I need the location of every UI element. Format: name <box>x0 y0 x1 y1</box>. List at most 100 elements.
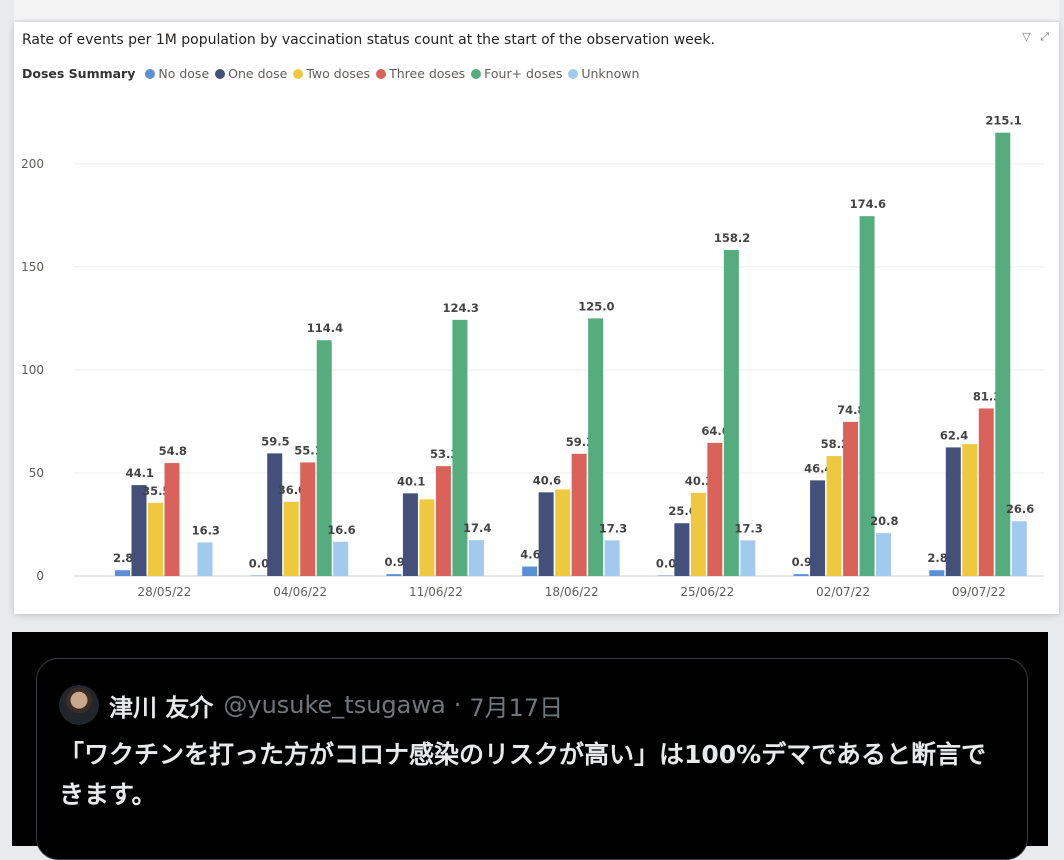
bar <box>435 466 451 576</box>
bar <box>571 453 587 576</box>
legend-label: Three doses <box>389 66 466 81</box>
bar <box>522 566 538 576</box>
bar <box>707 442 723 576</box>
bar <box>300 462 316 576</box>
x-tick-label: 25/06/22 <box>680 585 734 599</box>
bar <box>1011 521 1027 576</box>
bar <box>826 456 842 576</box>
bar <box>657 575 673 576</box>
data-label: 54.8 <box>159 444 187 458</box>
data-label: 26.6 <box>1006 502 1034 516</box>
data-label: 81.3 <box>973 389 1001 403</box>
legend-label: Unknown <box>581 66 640 81</box>
bar <box>604 540 620 576</box>
legend-label: Four+ doses <box>484 66 563 81</box>
tweet-text: 「ワクチンを打った方がコロナ感染のリスクが高い」は100%デマであると断言できま… <box>59 740 986 809</box>
top-strip <box>14 0 1059 20</box>
data-label: 25.6 <box>668 504 696 518</box>
x-tick-label: 28/05/22 <box>138 585 192 599</box>
legend-item[interactable]: Four+ doses <box>471 66 562 81</box>
y-tick-label: 200 <box>21 157 44 171</box>
x-tick-label: 04/06/22 <box>273 585 327 599</box>
data-label: 64.6 <box>701 424 729 438</box>
y-tick-label: 100 <box>21 363 44 377</box>
bar <box>690 492 706 576</box>
legend-item[interactable]: One dose <box>215 66 287 81</box>
legend-item[interactable]: Three doses <box>376 66 465 81</box>
bar <box>723 249 739 576</box>
bar <box>402 493 418 576</box>
tweet-container[interactable]: 津川 友介 @yusuke_tsugawa · 7月17日 「ワクチンを打った方… <box>36 658 1028 860</box>
bar <box>148 502 163 576</box>
bar <box>555 489 571 576</box>
data-label: 40.1 <box>397 474 425 488</box>
legend-label: One dose <box>228 66 288 81</box>
bar <box>740 540 756 576</box>
data-label: 125.0 <box>578 299 614 313</box>
y-tick-label: 150 <box>21 260 44 274</box>
legend-title: Doses Summary <box>22 66 136 81</box>
legend-item[interactable]: Two doses <box>293 66 370 81</box>
data-label: 16.3 <box>192 523 220 537</box>
data-label: 4.6 <box>520 548 540 562</box>
data-label: 124.3 <box>442 301 478 315</box>
bar <box>115 570 130 576</box>
data-label: 40.6 <box>533 473 561 487</box>
tweet-date[interactable]: 7月17日 <box>469 693 564 722</box>
y-tick-label: 0 <box>36 569 44 583</box>
data-label: 62.4 <box>940 428 968 442</box>
bar <box>333 541 349 576</box>
filter-icon[interactable]: ▽ <box>1022 30 1031 43</box>
data-label: 215.1 <box>985 114 1021 128</box>
tweet-header: 津川 友介 @yusuke_tsugawa · 7月17日 <box>59 685 563 725</box>
legend-item[interactable]: No dose <box>145 66 209 81</box>
bar <box>793 574 809 576</box>
legend-marker <box>376 68 387 79</box>
data-label: 2.8 <box>927 551 947 565</box>
bar <box>131 485 147 576</box>
legend-marker <box>145 68 156 79</box>
data-label: 44.1 <box>126 466 154 480</box>
chart-toolbar: ▽ ⤢ <box>1016 30 1049 44</box>
data-label: 20.8 <box>870 514 898 528</box>
x-tick-label: 18/06/22 <box>545 585 599 599</box>
bar <box>267 453 283 576</box>
legend-marker <box>293 68 304 79</box>
bar <box>962 444 978 576</box>
x-tick-label: 02/07/22 <box>816 585 870 599</box>
bar <box>538 492 554 576</box>
bar <box>283 501 299 576</box>
data-label: 0.0 <box>656 557 676 571</box>
legend-marker <box>568 68 579 79</box>
bar <box>843 421 859 576</box>
bar <box>197 542 213 576</box>
data-label: 0.0 <box>249 557 269 571</box>
tweet-card: 津川 友介 @yusuke_tsugawa · 7月17日 「ワクチンを打った方… <box>12 632 1048 860</box>
bar <box>876 533 892 576</box>
chart-title: Rate of events per 1M population by vacc… <box>22 32 715 48</box>
data-label: 17.3 <box>599 521 627 535</box>
data-label: 53.3 <box>430 447 458 461</box>
bar <box>588 318 604 576</box>
legend: Doses Summary No dose One dose Two doses Th… <box>22 66 645 81</box>
bar <box>674 523 690 576</box>
bar <box>164 463 180 576</box>
data-label: 55.1 <box>294 443 322 457</box>
data-label: 0.9 <box>792 555 812 569</box>
data-label: 0.9 <box>384 555 404 569</box>
expand-icon[interactable]: ⤢ <box>1040 30 1049 43</box>
data-label: 35.5 <box>142 484 170 498</box>
data-label: 158.2 <box>714 231 750 245</box>
avatar[interactable] <box>59 685 99 725</box>
bar <box>995 132 1011 576</box>
data-label: 114.4 <box>307 321 343 335</box>
data-label: 174.6 <box>850 197 886 211</box>
legend-marker <box>471 68 482 79</box>
author-handle[interactable]: @yusuke_tsugawa <box>223 691 446 719</box>
bar <box>316 340 332 576</box>
data-label: 46.4 <box>804 461 832 475</box>
legend-item[interactable]: Unknown <box>568 66 639 81</box>
separator: · <box>453 691 462 719</box>
bar <box>452 319 468 576</box>
author-name[interactable]: 津川 友介 <box>109 693 214 722</box>
